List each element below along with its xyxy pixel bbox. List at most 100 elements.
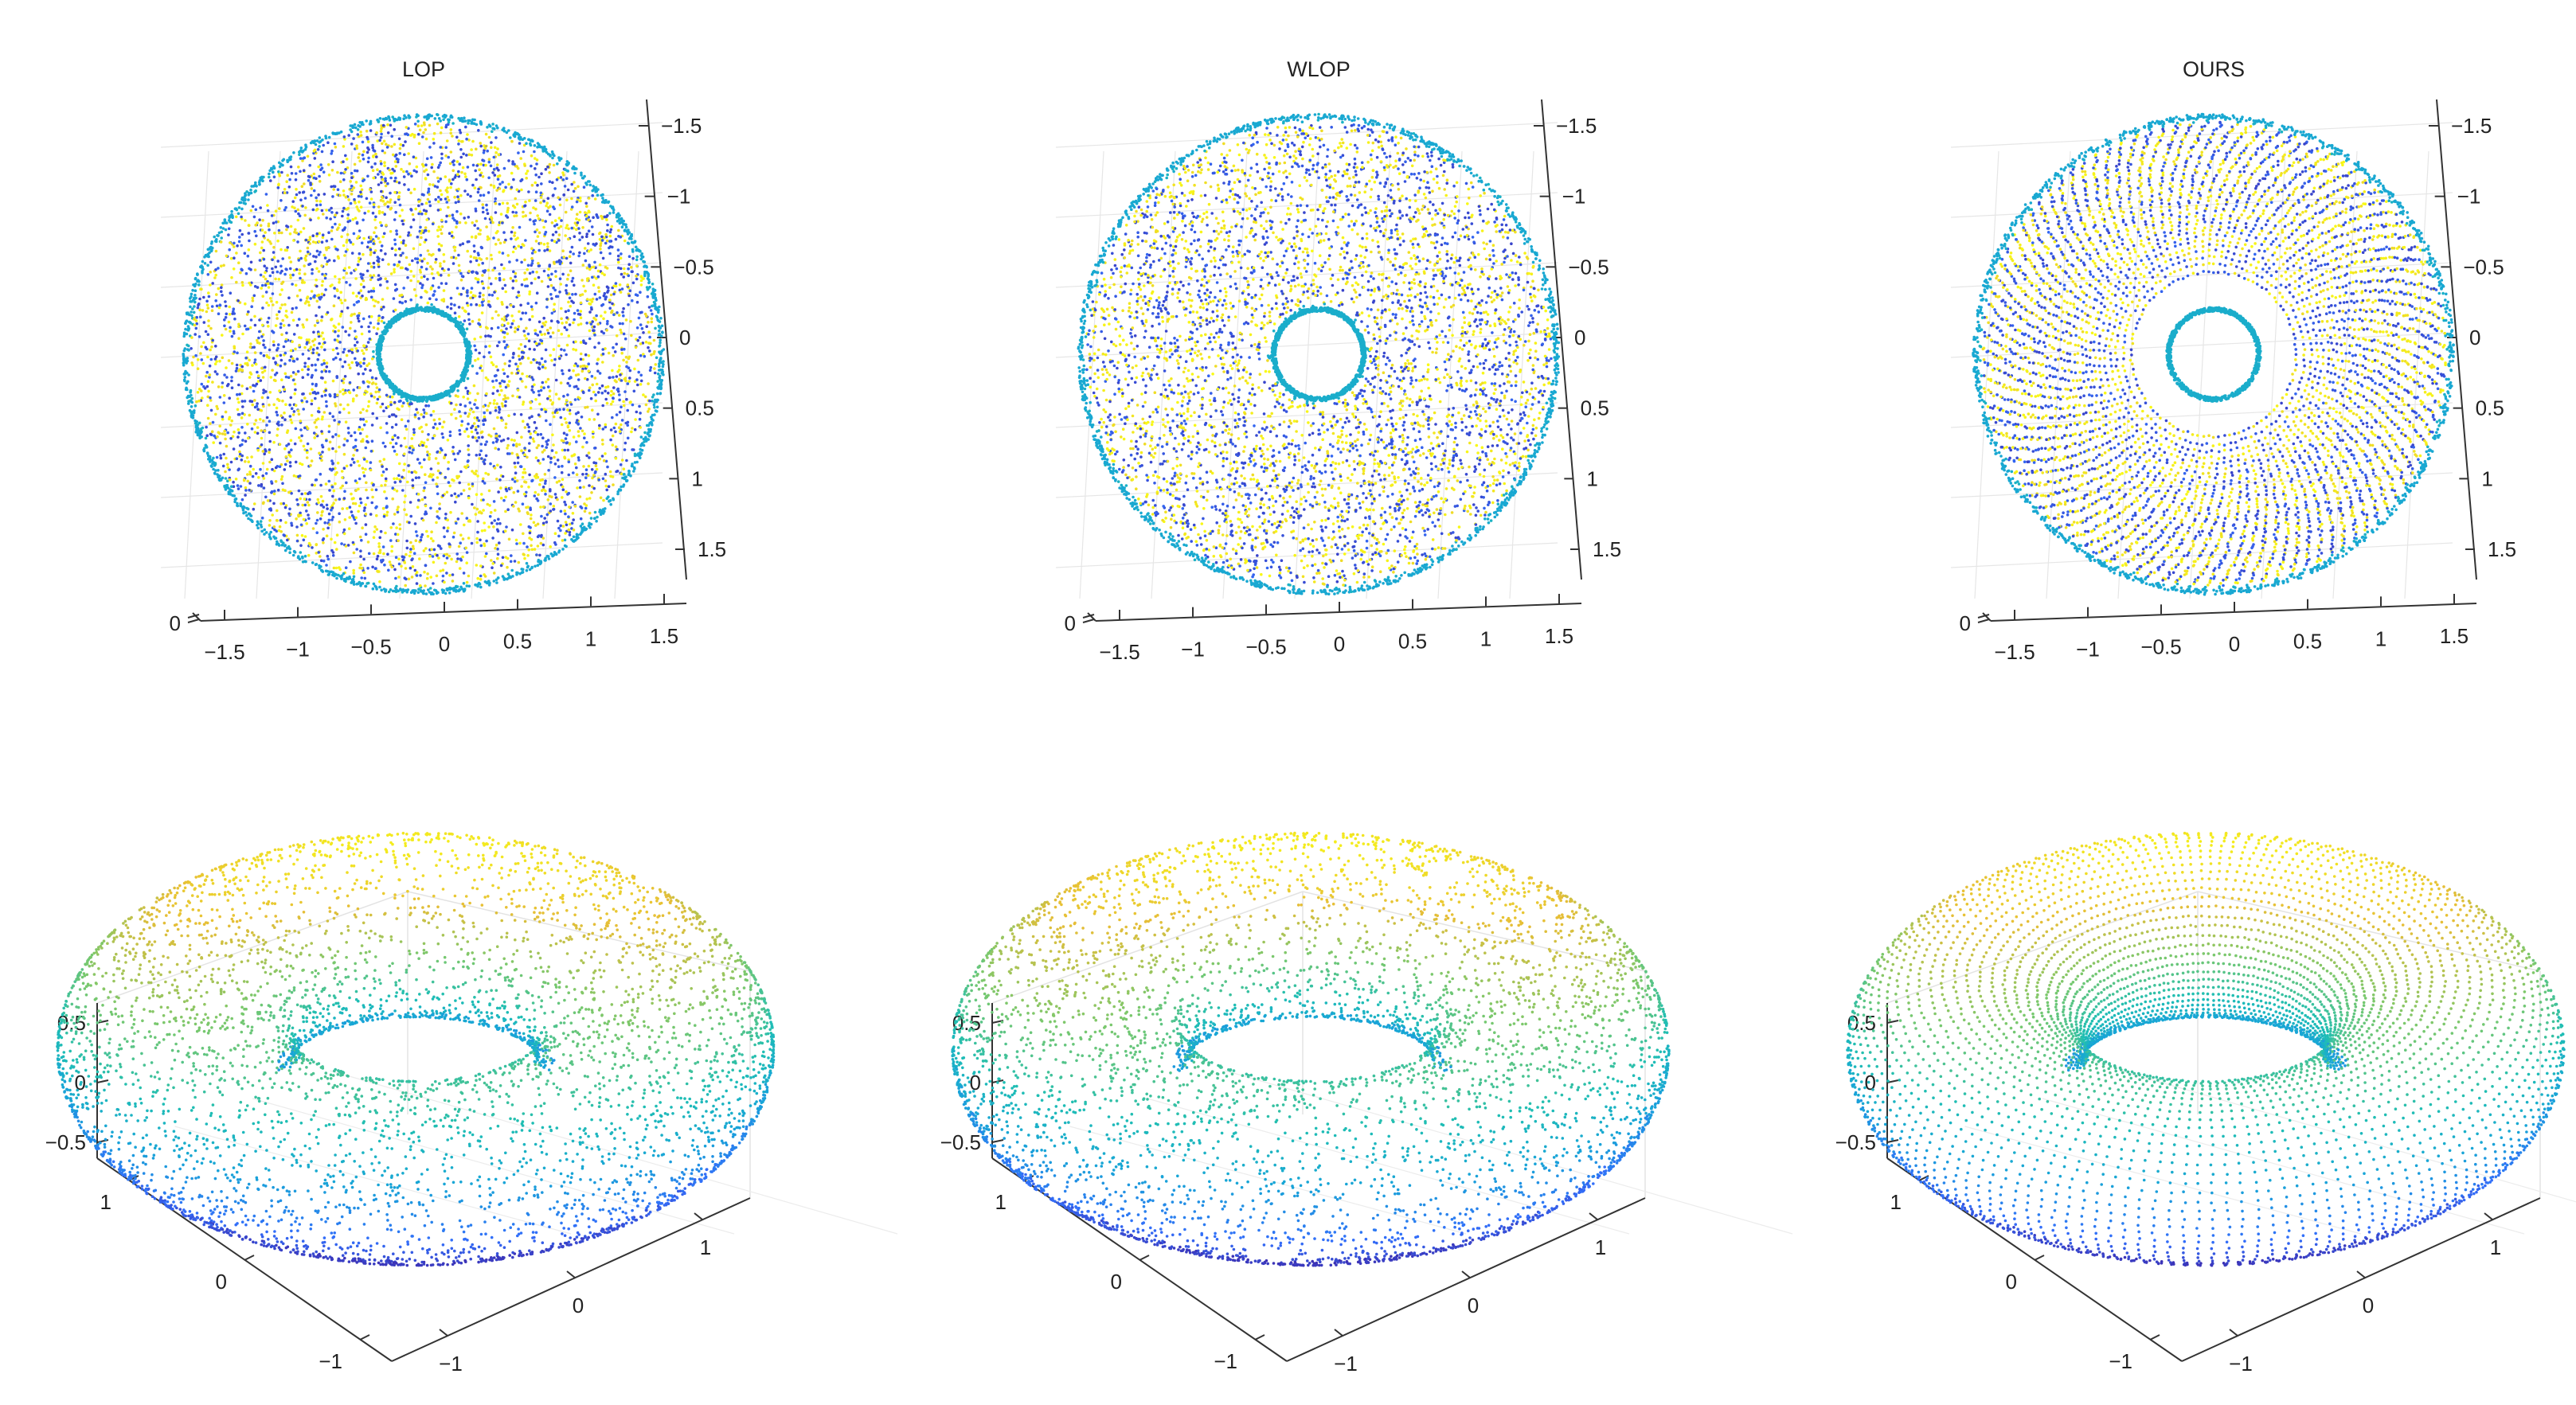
- point: [195, 327, 198, 330]
- point: [475, 541, 479, 544]
- point: [529, 142, 532, 146]
- point: [428, 456, 431, 459]
- point: [397, 436, 400, 439]
- point: [528, 318, 531, 322]
- point: [266, 321, 269, 324]
- point: [547, 197, 550, 200]
- point: [399, 480, 402, 483]
- point: [248, 482, 252, 485]
- point: [417, 133, 420, 136]
- point: [342, 276, 346, 279]
- point: [303, 445, 306, 448]
- point: [594, 511, 597, 514]
- point: [353, 461, 356, 464]
- point: [205, 330, 208, 334]
- point: [510, 452, 514, 455]
- point: [352, 572, 355, 575]
- point: [544, 220, 547, 223]
- point: [314, 338, 317, 341]
- point: [479, 174, 482, 177]
- point: [350, 435, 353, 438]
- point: [317, 217, 320, 220]
- point: [526, 278, 529, 281]
- point: [299, 337, 303, 340]
- point: [446, 491, 449, 494]
- point: [354, 217, 358, 220]
- point: [308, 348, 311, 351]
- point: [538, 554, 541, 557]
- point: [636, 294, 639, 297]
- point: [326, 260, 330, 263]
- point: [400, 565, 403, 568]
- point: [381, 258, 385, 261]
- point: [582, 263, 585, 267]
- point: [248, 414, 252, 417]
- point: [459, 156, 463, 159]
- point: [380, 484, 383, 487]
- point: [362, 558, 365, 561]
- point: [559, 283, 562, 286]
- point: [428, 124, 432, 127]
- point: [394, 254, 397, 257]
- point: [229, 423, 233, 427]
- point: [401, 489, 405, 492]
- point: [545, 321, 548, 324]
- point: [373, 396, 376, 399]
- point: [502, 231, 506, 234]
- point: [280, 171, 283, 174]
- point: [451, 213, 455, 217]
- point: [565, 177, 569, 180]
- point: [488, 345, 491, 348]
- point: [471, 221, 474, 224]
- point: [573, 318, 576, 322]
- point: [546, 513, 549, 517]
- point: [223, 318, 226, 322]
- point: [428, 193, 431, 197]
- point: [338, 411, 342, 414]
- point: [240, 233, 244, 236]
- point: [244, 252, 247, 255]
- point: [226, 431, 229, 435]
- point: [405, 446, 408, 449]
- x-tick-label: −1.5: [204, 640, 244, 664]
- point: [349, 560, 352, 564]
- point: [276, 347, 279, 350]
- point: [342, 145, 346, 148]
- point: [416, 505, 420, 509]
- point: [425, 530, 428, 533]
- point: [578, 479, 581, 482]
- point: [363, 423, 366, 427]
- point: [535, 190, 538, 193]
- point: [469, 408, 472, 412]
- point: [497, 448, 500, 451]
- point: [565, 198, 569, 201]
- point: [453, 408, 456, 412]
- point: [473, 224, 476, 227]
- point: [315, 384, 318, 388]
- point: [197, 358, 200, 361]
- point: [303, 264, 306, 267]
- point: [588, 338, 592, 341]
- point: [635, 259, 639, 262]
- point: [281, 319, 284, 322]
- point: [424, 404, 428, 408]
- point: [236, 484, 240, 487]
- point: [521, 373, 524, 376]
- point: [370, 197, 373, 201]
- point: [532, 438, 535, 441]
- point: [292, 319, 295, 322]
- point: [358, 252, 362, 256]
- point: [415, 295, 418, 298]
- point: [429, 576, 432, 579]
- point: [322, 362, 326, 365]
- point: [502, 287, 505, 291]
- point: [359, 412, 362, 415]
- point: [502, 369, 505, 372]
- point: [385, 478, 388, 481]
- point: [609, 231, 612, 234]
- point: [560, 307, 563, 310]
- point: [596, 215, 599, 218]
- point: [559, 525, 562, 528]
- point: [414, 208, 417, 211]
- point: [279, 265, 283, 268]
